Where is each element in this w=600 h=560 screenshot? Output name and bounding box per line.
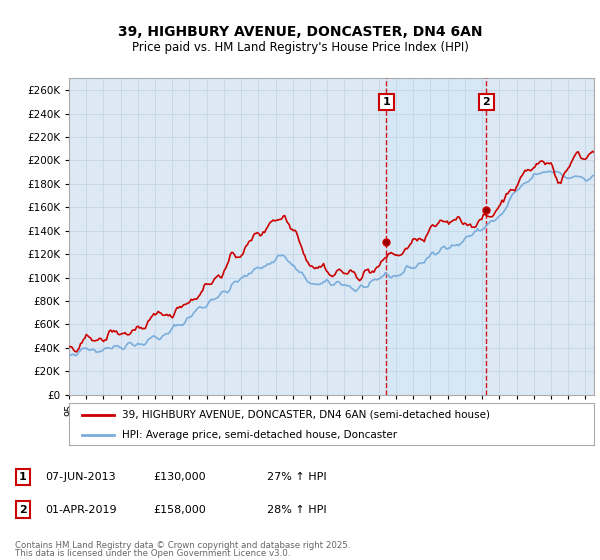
Text: 1: 1 <box>19 472 26 482</box>
Text: 2: 2 <box>482 97 490 107</box>
Text: £130,000: £130,000 <box>153 472 206 482</box>
Text: 39, HIGHBURY AVENUE, DONCASTER, DN4 6AN: 39, HIGHBURY AVENUE, DONCASTER, DN4 6AN <box>118 26 482 39</box>
Text: £158,000: £158,000 <box>153 505 206 515</box>
Bar <box>386 78 487 395</box>
Text: 01-APR-2019: 01-APR-2019 <box>45 505 116 515</box>
Text: This data is licensed under the Open Government Licence v3.0.: This data is licensed under the Open Gov… <box>15 549 290 558</box>
Text: 2: 2 <box>19 505 26 515</box>
Text: Price paid vs. HM Land Registry's House Price Index (HPI): Price paid vs. HM Land Registry's House … <box>131 40 469 54</box>
Text: 39, HIGHBURY AVENUE, DONCASTER, DN4 6AN (semi-detached house): 39, HIGHBURY AVENUE, DONCASTER, DN4 6AN … <box>121 410 490 420</box>
Text: Contains HM Land Registry data © Crown copyright and database right 2025.: Contains HM Land Registry data © Crown c… <box>15 541 350 550</box>
Text: 27% ↑ HPI: 27% ↑ HPI <box>267 472 326 482</box>
Text: 07-JUN-2013: 07-JUN-2013 <box>45 472 116 482</box>
Text: 1: 1 <box>383 97 390 107</box>
Text: 28% ↑ HPI: 28% ↑ HPI <box>267 505 326 515</box>
Text: HPI: Average price, semi-detached house, Doncaster: HPI: Average price, semi-detached house,… <box>121 430 397 440</box>
